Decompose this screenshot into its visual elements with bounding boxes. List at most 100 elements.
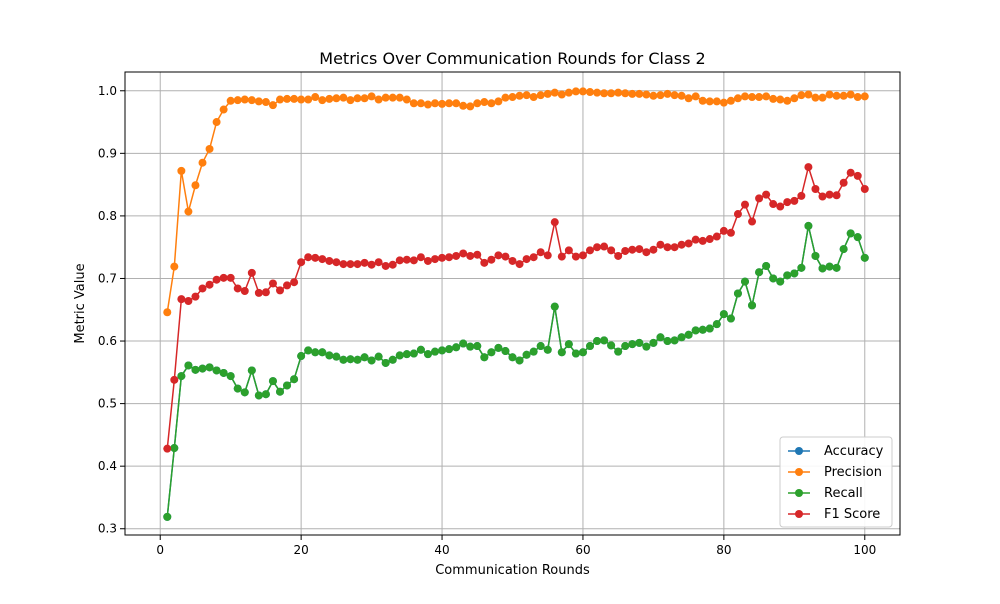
data-point-f1-score [290, 278, 299, 287]
data-point-f1-score [276, 286, 284, 295]
data-point-recall [719, 310, 728, 319]
data-point-f1-score [219, 273, 228, 282]
data-point-recall [473, 342, 482, 351]
data-point-f1-score [438, 253, 447, 262]
data-point-recall [677, 333, 686, 342]
data-point-precision [374, 95, 383, 104]
data-point-precision [698, 96, 707, 105]
data-point-recall [543, 345, 552, 354]
data-point-recall [663, 337, 672, 346]
data-point-f1-score [283, 281, 292, 290]
data-point-recall [219, 368, 228, 377]
data-point-recall [226, 372, 235, 381]
data-point-f1-score [473, 250, 482, 259]
data-point-recall [360, 353, 369, 362]
data-point-f1-score [677, 240, 686, 249]
data-point-precision [783, 96, 792, 105]
data-point-precision [557, 90, 566, 99]
data-point-f1-score [607, 246, 616, 255]
data-point-recall [508, 353, 517, 362]
data-point-f1-score [550, 218, 559, 227]
data-point-recall [381, 358, 390, 367]
data-point-recall [529, 347, 538, 356]
legend-label: Precision [824, 465, 882, 480]
data-point-precision [691, 92, 700, 101]
legend-item-recall: Recall [788, 486, 863, 501]
data-point-precision [614, 88, 623, 97]
data-point-recall [635, 338, 644, 347]
data-point-recall [346, 355, 355, 364]
data-point-precision [705, 97, 714, 106]
data-point-f1-score [445, 253, 454, 262]
data-point-recall [261, 390, 270, 399]
data-point-f1-score [536, 248, 545, 257]
data-point-recall [332, 352, 341, 361]
data-point-precision [733, 94, 742, 103]
data-point-f1-score [360, 258, 369, 267]
data-point-precision [191, 181, 200, 190]
data-point-recall [254, 391, 263, 400]
series-recall [163, 221, 869, 521]
y-tick-label: 0.8 [98, 209, 117, 223]
data-point-precision [853, 93, 862, 102]
data-point-precision [536, 91, 545, 100]
data-point-precision [635, 89, 644, 98]
data-point-f1-score [487, 255, 496, 264]
data-point-precision [769, 94, 778, 103]
data-point-precision [797, 91, 806, 100]
data-point-recall [431, 347, 439, 356]
data-point-precision [607, 89, 616, 98]
data-point-recall [374, 352, 383, 361]
data-point-f1-score [790, 196, 799, 205]
data-point-precision [311, 93, 320, 102]
data-point-f1-score [839, 178, 848, 187]
data-point-f1-score [628, 245, 637, 254]
data-point-precision [205, 144, 214, 153]
data-point-precision [677, 91, 686, 100]
data-point-recall [642, 342, 651, 351]
axis-ticks: 0 20 40 60 80 100 0.3 0.4 0.5 0.6 0.7 0.8 0.9 1.0 [98, 84, 876, 557]
data-point-recall [445, 345, 454, 354]
data-point-recall [748, 301, 757, 310]
data-point-precision [452, 99, 461, 108]
data-point-recall [825, 262, 834, 271]
legend-label: F1 Score [824, 507, 880, 522]
legend-item-f1-score: F1 Score [788, 507, 880, 522]
data-point-f1-score [226, 273, 235, 282]
data-point-f1-score [726, 228, 735, 237]
data-point-recall [790, 269, 799, 278]
data-point-f1-score [670, 243, 679, 252]
x-tick-label: 80 [716, 543, 731, 557]
data-point-recall [776, 277, 785, 286]
data-point-precision [381, 93, 390, 102]
data-point-precision [494, 97, 503, 106]
data-point-recall [487, 348, 496, 357]
data-point-precision [276, 95, 284, 104]
data-point-recall [578, 348, 587, 357]
data-point-f1-score [635, 245, 644, 254]
plot-frame [124, 71, 901, 536]
data-point-recall [515, 356, 524, 365]
data-point-f1-score [325, 256, 334, 265]
data-point-f1-score [254, 288, 263, 297]
data-point-f1-score [811, 185, 820, 193]
data-point-precision [776, 95, 785, 104]
data-point-recall [621, 342, 630, 351]
data-point-recall [268, 377, 277, 386]
legend-item-precision: Precision [788, 465, 882, 480]
data-point-recall [339, 355, 348, 364]
data-point-recall [480, 353, 489, 362]
data-point-f1-score [832, 191, 841, 200]
data-point-recall [325, 351, 334, 360]
data-point-recall [170, 444, 179, 453]
data-point-precision [438, 99, 447, 108]
data-point-f1-score [395, 256, 404, 265]
data-point-f1-score [557, 252, 566, 261]
data-point-recall [839, 245, 848, 254]
data-point-precision [832, 91, 841, 100]
data-point-precision [290, 94, 299, 103]
data-point-recall [191, 365, 200, 374]
data-point-f1-score [691, 235, 700, 244]
data-point-f1-score [409, 256, 418, 265]
data-point-recall [691, 326, 700, 335]
